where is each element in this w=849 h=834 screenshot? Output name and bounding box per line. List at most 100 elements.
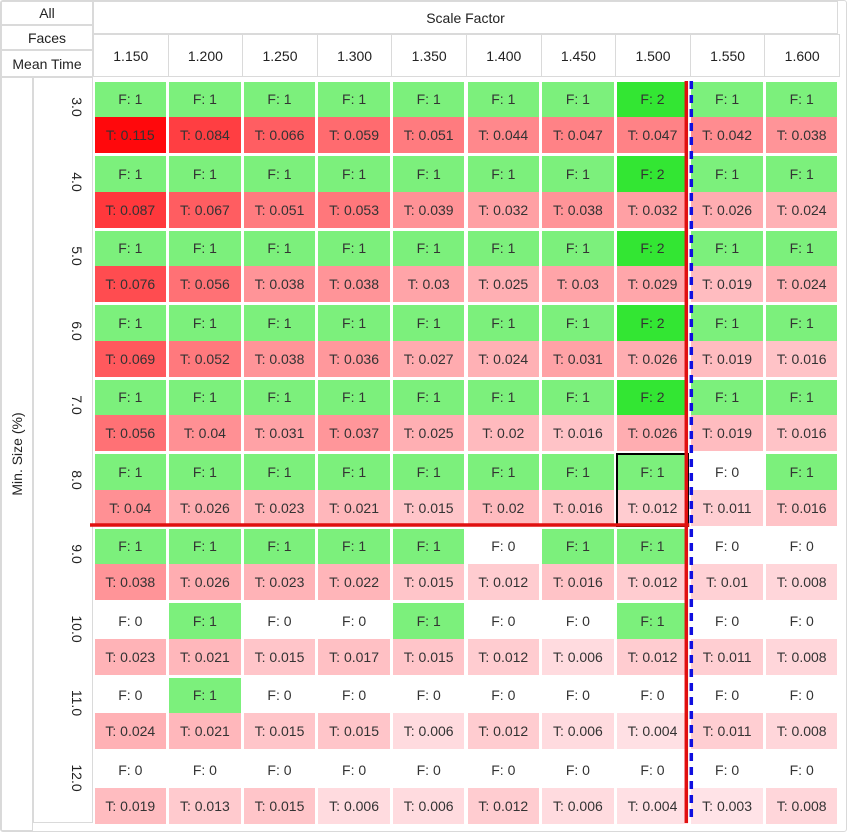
heatmap-cell[interactable]: F: 1 T: 0.015 bbox=[392, 603, 465, 675]
heatmap-cell[interactable]: F: 1 T: 0.051 bbox=[392, 81, 465, 153]
heatmap-cell[interactable]: F: 1 T: 0.016 bbox=[765, 379, 838, 451]
heatmap-cell[interactable]: F: 1 T: 0.016 bbox=[542, 528, 614, 600]
heatmap-cell[interactable]: F: 0 T: 0.011 bbox=[691, 677, 763, 749]
heatmap-cell[interactable]: F: 0 T: 0.015 bbox=[243, 677, 316, 749]
heatmap-cell[interactable]: F: 2 T: 0.047 bbox=[616, 81, 689, 153]
heatmap-cell[interactable]: F: 2 T: 0.032 bbox=[616, 156, 689, 228]
heatmap-cell[interactable]: F: 0 T: 0.012 bbox=[467, 528, 540, 600]
heatmap-cell[interactable]: F: 1 T: 0.056 bbox=[169, 230, 241, 302]
heatmap-cell[interactable]: F: 1 T: 0.04 bbox=[169, 379, 241, 451]
heatmap-cell[interactable]: F: 1 T: 0.026 bbox=[169, 454, 241, 526]
heatmap-cell[interactable]: F: 1 T: 0.012 bbox=[616, 603, 689, 675]
heatmap-cell[interactable]: F: 1 T: 0.038 bbox=[542, 156, 614, 228]
heatmap-cell[interactable]: F: 0 T: 0.015 bbox=[243, 603, 316, 675]
heatmap-cell[interactable]: F: 2 T: 0.026 bbox=[616, 305, 689, 377]
heatmap-cell[interactable]: F: 1 T: 0.019 bbox=[691, 305, 763, 377]
heatmap-cell[interactable]: F: 1 T: 0.039 bbox=[392, 156, 465, 228]
heatmap-cell[interactable]: F: 1 T: 0.115 bbox=[94, 81, 167, 153]
heatmap-cell[interactable]: F: 0 T: 0.01 bbox=[691, 528, 763, 600]
heatmap-cell[interactable]: F: 1 T: 0.016 bbox=[765, 454, 838, 526]
heatmap-cell[interactable]: F: 0 T: 0.017 bbox=[318, 603, 390, 675]
heatmap-cell[interactable]: F: 0 T: 0.011 bbox=[691, 603, 763, 675]
heatmap-cell[interactable]: F: 0 T: 0.024 bbox=[94, 677, 167, 749]
heatmap-cell[interactable]: F: 1 T: 0.012 bbox=[616, 528, 689, 600]
heatmap-cell[interactable]: F: 1 T: 0.069 bbox=[94, 305, 167, 377]
heatmap-cell[interactable]: F: 1 T: 0.051 bbox=[243, 156, 316, 228]
heatmap-cell[interactable]: F: 0 T: 0.006 bbox=[542, 603, 614, 675]
heatmap-cell[interactable]: F: 1 T: 0.047 bbox=[542, 81, 614, 153]
heatmap-cell[interactable]: F: 0 T: 0.012 bbox=[467, 677, 540, 749]
heatmap-cell[interactable]: F: 1 T: 0.025 bbox=[392, 379, 465, 451]
heatmap-cell[interactable]: F: 1 T: 0.056 bbox=[94, 379, 167, 451]
heatmap-cell[interactable]: F: 1 T: 0.026 bbox=[169, 528, 241, 600]
heatmap-cell[interactable]: F: 1 T: 0.03 bbox=[542, 230, 614, 302]
heatmap-cell[interactable]: F: 1 T: 0.024 bbox=[765, 156, 838, 228]
heatmap-cell[interactable]: F: 0 T: 0.013 bbox=[169, 752, 241, 824]
heatmap-cell[interactable]: F: 1 T: 0.021 bbox=[169, 677, 241, 749]
heatmap-cell[interactable]: F: 0 T: 0.006 bbox=[542, 677, 614, 749]
heatmap-cell[interactable]: F: 1 T: 0.024 bbox=[765, 230, 838, 302]
heatmap-cell[interactable]: F: 1 T: 0.031 bbox=[243, 379, 316, 451]
heatmap-cell[interactable]: F: 0 T: 0.004 bbox=[616, 677, 689, 749]
heatmap-cell[interactable]: F: 0 T: 0.004 bbox=[616, 752, 689, 824]
heatmap-cell[interactable]: F: 0 T: 0.012 bbox=[467, 603, 540, 675]
heatmap-cell[interactable]: F: 1 T: 0.025 bbox=[467, 230, 540, 302]
heatmap-cell[interactable]: F: 1 T: 0.027 bbox=[392, 305, 465, 377]
heatmap-cell[interactable]: F: 1 T: 0.031 bbox=[542, 305, 614, 377]
heatmap-cell[interactable]: F: 1 T: 0.042 bbox=[691, 81, 763, 153]
heatmap-cell[interactable]: F: 0 T: 0.008 bbox=[765, 528, 838, 600]
heatmap-cell[interactable]: F: 1 T: 0.016 bbox=[542, 454, 614, 526]
heatmap-cell[interactable]: F: 1 T: 0.032 bbox=[467, 156, 540, 228]
heatmap-cell[interactable]: F: 1 T: 0.03 bbox=[392, 230, 465, 302]
heatmap-cell[interactable]: F: 1 T: 0.021 bbox=[169, 603, 241, 675]
heatmap-cell[interactable]: F: 0 T: 0.006 bbox=[392, 752, 465, 824]
heatmap-cell[interactable]: F: 1 T: 0.038 bbox=[94, 528, 167, 600]
heatmap-cell[interactable]: F: 1 T: 0.024 bbox=[467, 305, 540, 377]
heatmap-cell[interactable]: F: 1 T: 0.012 bbox=[616, 454, 689, 526]
heatmap-cell[interactable]: F: 1 T: 0.04 bbox=[94, 454, 167, 526]
heatmap-cell[interactable]: F: 0 T: 0.011 bbox=[691, 454, 763, 526]
heatmap-cell[interactable]: F: 1 T: 0.053 bbox=[318, 156, 390, 228]
heatmap-cell[interactable]: F: 1 T: 0.076 bbox=[94, 230, 167, 302]
heatmap-cell[interactable]: F: 1 T: 0.044 bbox=[467, 81, 540, 153]
heatmap-cell[interactable]: F: 1 T: 0.019 bbox=[691, 379, 763, 451]
heatmap-cell[interactable]: F: 1 T: 0.036 bbox=[318, 305, 390, 377]
heatmap-cell[interactable]: F: 1 T: 0.059 bbox=[318, 81, 390, 153]
heatmap-cell[interactable]: F: 0 T: 0.012 bbox=[467, 752, 540, 824]
heatmap-cell[interactable]: F: 1 T: 0.084 bbox=[169, 81, 241, 153]
heatmap-cell[interactable]: F: 2 T: 0.026 bbox=[616, 379, 689, 451]
heatmap-cell[interactable]: F: 0 T: 0.008 bbox=[765, 752, 838, 824]
heatmap-cell[interactable]: F: 1 T: 0.066 bbox=[243, 81, 316, 153]
heatmap-cell[interactable]: F: 1 T: 0.023 bbox=[243, 528, 316, 600]
heatmap-cell[interactable]: F: 1 T: 0.019 bbox=[691, 230, 763, 302]
heatmap-cell[interactable]: F: 2 T: 0.029 bbox=[616, 230, 689, 302]
heatmap-cell[interactable]: F: 1 T: 0.087 bbox=[94, 156, 167, 228]
heatmap-cell[interactable]: F: 1 T: 0.038 bbox=[318, 230, 390, 302]
heatmap-cell[interactable]: F: 0 T: 0.006 bbox=[392, 677, 465, 749]
heatmap-cell[interactable]: F: 0 T: 0.015 bbox=[243, 752, 316, 824]
heatmap-cell[interactable]: F: 1 T: 0.016 bbox=[765, 305, 838, 377]
heatmap-cell[interactable]: F: 0 T: 0.008 bbox=[765, 677, 838, 749]
heatmap-cell[interactable]: F: 1 T: 0.02 bbox=[467, 379, 540, 451]
heatmap-cell[interactable]: F: 0 T: 0.015 bbox=[318, 677, 390, 749]
heatmap-cell[interactable]: F: 1 T: 0.015 bbox=[392, 454, 465, 526]
heatmap-cell[interactable]: F: 0 T: 0.008 bbox=[765, 603, 838, 675]
heatmap-cell[interactable]: F: 0 T: 0.019 bbox=[94, 752, 167, 824]
heatmap-cell[interactable]: F: 0 T: 0.006 bbox=[542, 752, 614, 824]
heatmap-cell[interactable]: F: 1 T: 0.067 bbox=[169, 156, 241, 228]
heatmap-cell[interactable]: F: 0 T: 0.003 bbox=[691, 752, 763, 824]
heatmap-cell[interactable]: F: 1 T: 0.02 bbox=[467, 454, 540, 526]
heatmap-cell[interactable]: F: 0 T: 0.006 bbox=[318, 752, 390, 824]
heatmap-cell[interactable]: F: 1 T: 0.026 bbox=[691, 156, 763, 228]
heatmap-cell[interactable]: F: 1 T: 0.037 bbox=[318, 379, 390, 451]
heatmap-cell[interactable]: F: 1 T: 0.016 bbox=[542, 379, 614, 451]
heatmap-cell[interactable]: F: 1 T: 0.038 bbox=[765, 81, 838, 153]
heatmap-cell[interactable]: F: 1 T: 0.023 bbox=[243, 454, 316, 526]
heatmap-cell[interactable]: F: 1 T: 0.052 bbox=[169, 305, 241, 377]
heatmap-cell[interactable]: F: 1 T: 0.015 bbox=[392, 528, 465, 600]
heatmap-cell[interactable]: F: 1 T: 0.038 bbox=[243, 230, 316, 302]
heatmap-cell[interactable]: F: 1 T: 0.022 bbox=[318, 528, 390, 600]
heatmap-cell[interactable]: F: 1 T: 0.021 bbox=[318, 454, 390, 526]
heatmap-cell[interactable]: F: 0 T: 0.023 bbox=[94, 603, 167, 675]
heatmap-cell[interactable]: F: 1 T: 0.038 bbox=[243, 305, 316, 377]
